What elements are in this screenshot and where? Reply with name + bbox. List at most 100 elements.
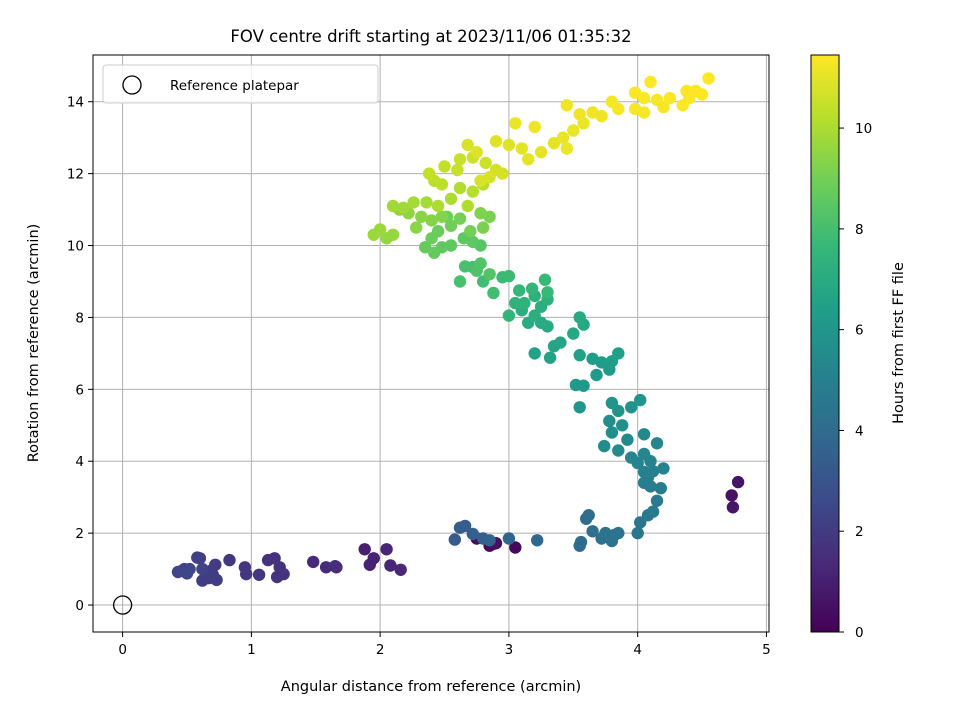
data-point xyxy=(646,465,660,478)
data-point xyxy=(277,567,290,581)
data-point xyxy=(453,181,467,195)
x-tick-label: 4 xyxy=(633,642,642,658)
data-point xyxy=(538,273,552,286)
data-point xyxy=(386,199,400,213)
data-point xyxy=(431,199,445,213)
data-point xyxy=(634,393,647,407)
data-point xyxy=(307,555,320,569)
data-point xyxy=(502,532,516,545)
colorbar-label: Hours from first FF file xyxy=(891,262,907,424)
x-tick-label: 0 xyxy=(118,642,127,658)
data-point xyxy=(646,505,660,518)
data-point xyxy=(451,163,464,177)
data-point xyxy=(650,494,664,507)
y-tick-label: 8 xyxy=(75,310,84,326)
data-point xyxy=(582,509,595,522)
colorbar-tick-label: 10 xyxy=(855,121,872,137)
data-point xyxy=(420,196,433,209)
data-point xyxy=(496,271,509,284)
data-point xyxy=(453,275,467,288)
data-point xyxy=(726,501,740,514)
data-point xyxy=(556,131,570,144)
data-points xyxy=(171,72,745,587)
data-point xyxy=(702,72,715,85)
data-point xyxy=(573,108,586,121)
data-point xyxy=(444,192,458,205)
data-point xyxy=(422,167,436,180)
colorbar-gradient xyxy=(811,55,839,632)
data-point xyxy=(509,296,522,310)
data-point xyxy=(525,282,539,295)
data-point xyxy=(595,109,608,123)
data-point xyxy=(489,135,503,148)
plot-area xyxy=(93,55,769,632)
data-point xyxy=(419,241,432,254)
colorbar-frame xyxy=(810,54,840,633)
plot-frame xyxy=(92,54,770,633)
y-tick-label: 6 xyxy=(75,382,84,398)
legend-reference-marker xyxy=(122,75,142,95)
y-tick-label: 12 xyxy=(67,167,84,183)
colorbar-tick-label: 0 xyxy=(855,625,864,641)
colorbar-ticks: 0 2 4 6 8 10 xyxy=(839,121,872,641)
data-point xyxy=(240,567,253,581)
data-point xyxy=(554,336,567,349)
data-point xyxy=(573,349,586,362)
data-point xyxy=(637,91,651,105)
data-point xyxy=(518,296,531,310)
y-axis-label: Rotation from reference (arcmin) xyxy=(26,224,42,463)
data-point xyxy=(528,309,541,322)
data-point xyxy=(509,117,522,130)
y-tick-label: 4 xyxy=(75,454,84,470)
y-axis-ticks: 0 2 4 6 8 10 12 14 xyxy=(67,95,93,614)
data-point xyxy=(487,286,500,300)
colorbar-tick-label: 2 xyxy=(855,524,864,540)
data-point xyxy=(474,257,487,270)
data-point xyxy=(394,563,407,576)
data-point xyxy=(380,232,393,245)
data-point xyxy=(637,106,651,119)
data-point xyxy=(407,196,420,209)
data-point xyxy=(466,527,479,541)
data-point xyxy=(612,444,625,457)
data-point xyxy=(397,201,410,214)
x-tick-label: 3 xyxy=(505,642,514,658)
data-point xyxy=(528,120,541,134)
data-point xyxy=(483,268,496,281)
x-tick-label: 1 xyxy=(247,642,256,658)
data-point xyxy=(637,447,651,461)
data-point xyxy=(654,482,667,495)
data-point xyxy=(531,534,544,547)
y-tick-label: 2 xyxy=(75,526,84,542)
data-point xyxy=(650,437,664,450)
x-tick-label: 2 xyxy=(376,642,385,658)
data-point xyxy=(541,286,554,299)
data-point xyxy=(663,91,677,105)
data-point xyxy=(577,379,590,392)
data-point xyxy=(474,174,487,187)
data-point xyxy=(543,351,557,364)
data-point xyxy=(431,225,445,238)
data-point xyxy=(410,221,423,234)
data-point xyxy=(560,99,573,112)
data-point xyxy=(534,145,548,159)
data-point xyxy=(196,562,209,576)
x-axis-ticks: 0 1 2 3 4 5 xyxy=(118,632,771,658)
data-point xyxy=(625,451,638,464)
data-point xyxy=(479,156,492,170)
data-point xyxy=(448,533,461,546)
data-point xyxy=(574,535,588,549)
data-point xyxy=(268,552,281,565)
data-point xyxy=(522,153,535,166)
data-point xyxy=(380,543,393,556)
y-tick-label: 0 xyxy=(75,598,84,614)
data-point xyxy=(515,142,528,155)
data-point xyxy=(210,573,223,587)
data-point xyxy=(502,138,516,152)
data-point xyxy=(453,212,467,225)
data-point xyxy=(461,138,474,152)
data-point xyxy=(547,136,561,150)
data-point xyxy=(223,553,236,567)
data-point xyxy=(513,284,526,297)
